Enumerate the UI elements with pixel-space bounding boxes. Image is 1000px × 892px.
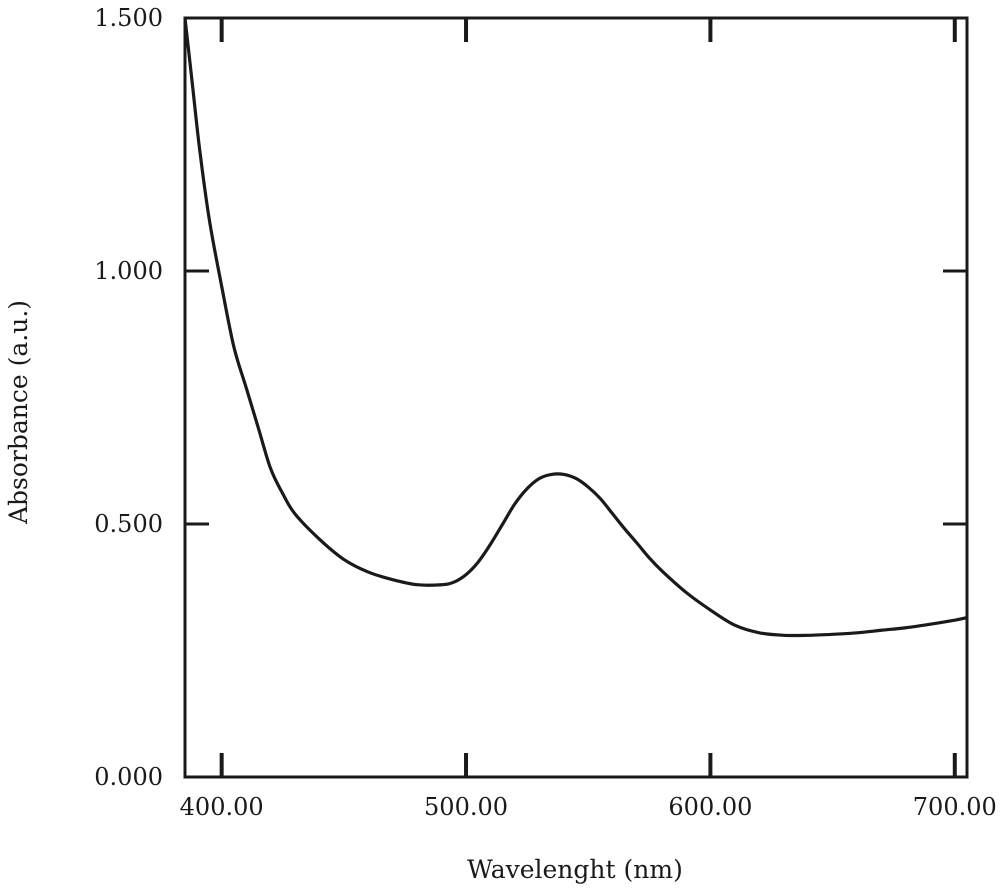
y-tick-label: 1.500 <box>94 4 163 32</box>
series-layer <box>185 16 967 638</box>
y-axis-title: Absorbance (a.u.) <box>4 300 33 525</box>
x-tick-label: 700.00 <box>913 793 997 821</box>
x-tick-label: 600.00 <box>668 793 752 821</box>
plot-border <box>183 16 969 779</box>
x-tick-label: 400.00 <box>180 793 264 821</box>
x-axis-title: Wavelenght (nm) <box>467 855 683 884</box>
y-tick-label: 1.000 <box>94 257 163 285</box>
axis-tick-labels: 400.00 500.00 600.00 700.00 0.000 0.500 1.000 1… <box>94 4 996 821</box>
plot-frame <box>183 16 969 779</box>
absorbance-series-line <box>185 16 967 638</box>
y-tick-label: 0.500 <box>94 510 163 538</box>
y-tick-label: 0.000 <box>94 763 163 791</box>
axis-ticks <box>185 18 967 777</box>
x-tick-label: 500.00 <box>424 793 508 821</box>
